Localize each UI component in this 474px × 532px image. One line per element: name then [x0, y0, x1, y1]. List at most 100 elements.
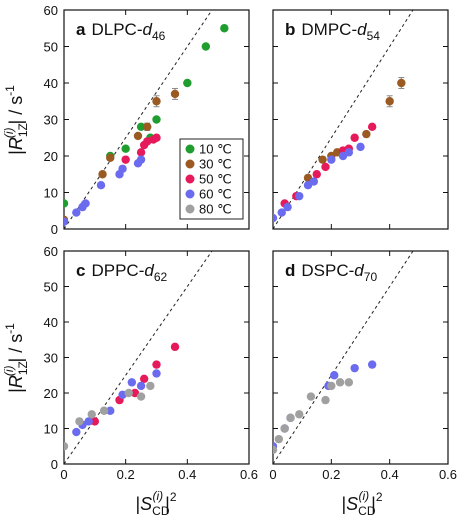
data-point [152, 115, 161, 124]
data-point [397, 78, 406, 88]
data-point [124, 388, 133, 398]
data-point [356, 142, 365, 152]
data-point [87, 410, 96, 419]
legend-label: 80 ℃ [199, 202, 232, 217]
data-point [327, 155, 336, 164]
panel-title: b DMPC-d54 [285, 20, 380, 43]
legend-label: 10 ℃ [199, 142, 232, 157]
x-tick-label: 0 [60, 467, 67, 482]
data-point [99, 406, 109, 415]
legend-label: 30 ℃ [199, 157, 232, 172]
y-tick-label: 40 [44, 76, 58, 91]
data-point [335, 378, 345, 387]
data-point [286, 413, 295, 423]
data-point [277, 208, 286, 217]
data-point [136, 155, 146, 164]
y-tick-label: 40 [44, 315, 58, 330]
data-points-group [273, 360, 377, 454]
y-tick-label: 0 [51, 457, 58, 472]
y-tick-label: 30 [44, 351, 58, 366]
legend-label: 50 ℃ [199, 172, 232, 187]
data-point [295, 410, 304, 419]
data-point [350, 133, 359, 142]
y-tick-label: 0 [51, 222, 58, 237]
panel-title: d DSPC-d70 [285, 261, 377, 284]
x-axis-label: |SCD(i) |2 [135, 489, 176, 518]
data-point [312, 170, 321, 179]
data-point [106, 406, 115, 415]
data-point [146, 381, 155, 391]
data-point [139, 374, 149, 383]
data-point [327, 381, 336, 391]
data-point [136, 148, 146, 157]
reference-line [64, 10, 213, 229]
data-point [295, 191, 304, 201]
panel-c: 0 0.2 0.4 0.6 0 10 20 30 40 50 60 c DPPC-d62 [44, 244, 259, 482]
legend-swatch [185, 204, 195, 214]
y-tick-label: 10 [44, 186, 58, 201]
data-point [136, 122, 146, 131]
data-point [367, 360, 377, 369]
data-point [130, 388, 140, 398]
data-point [152, 360, 161, 369]
y-tick-label: 20 [44, 149, 58, 164]
data-point [133, 131, 143, 141]
data-point [152, 97, 161, 106]
data-point [362, 129, 371, 139]
data-point [118, 164, 127, 173]
y-axis-label: |R1Z(i)| / s-1 [2, 323, 30, 393]
reference-line [273, 251, 414, 464]
data-point [64, 442, 69, 451]
data-point [274, 434, 284, 444]
x-tick-label: 0 [269, 467, 276, 482]
data-point [273, 445, 278, 454]
data-point [75, 417, 84, 426]
y-tick-label: 20 [44, 386, 58, 401]
data-point [170, 342, 180, 352]
data-point [318, 155, 327, 164]
data-point [321, 162, 330, 172]
data-point [309, 177, 319, 186]
legend-swatch [185, 189, 195, 199]
data-point [106, 153, 115, 163]
data-point [72, 427, 81, 437]
x-tick-label: 0.2 [117, 467, 135, 482]
data-point [127, 378, 137, 387]
x-tick-label: 0.4 [381, 467, 399, 482]
data-point [84, 417, 93, 426]
legend-label: 60 ℃ [199, 187, 232, 202]
data-point [170, 89, 180, 99]
panel-title: c DPPC-d62 [76, 261, 168, 284]
data-point [330, 371, 339, 380]
legend-swatch [185, 159, 195, 169]
legend: 10 ℃30 ℃50 ℃60 ℃80 ℃ [179, 138, 244, 220]
data-point [283, 202, 292, 212]
data-point [280, 424, 289, 433]
panel-title: a DLPC-d46 [76, 20, 166, 43]
data-point [344, 378, 354, 387]
x-tick-label: 0.4 [178, 467, 196, 482]
data-point [72, 208, 81, 217]
y-tick-label: 50 [44, 40, 58, 55]
data-point [121, 155, 130, 164]
legend-swatch [185, 144, 195, 154]
panel-d: 0 0.2 0.4 0.6 d DSPC-d70 [269, 250, 457, 482]
y-tick-label: 50 [44, 280, 58, 295]
x-tick-label: 0.6 [240, 467, 258, 482]
reference-line [273, 10, 414, 229]
data-point [220, 24, 229, 33]
data-points-group [64, 342, 180, 451]
y-tick-label: 60 [44, 3, 58, 18]
data-point [152, 133, 161, 142]
panel-a: 0 10 20 30 40 50 60 a DLPC-d46 [44, 3, 250, 237]
x-tick-label: 0.6 [439, 467, 457, 482]
panel-frame [272, 250, 449, 465]
legend-swatch [185, 174, 195, 184]
data-point [64, 217, 69, 226]
x-tick-label: 0.2 [322, 467, 340, 482]
y-tick-label: 10 [44, 422, 58, 437]
data-point [306, 392, 316, 401]
data-point [344, 148, 354, 157]
